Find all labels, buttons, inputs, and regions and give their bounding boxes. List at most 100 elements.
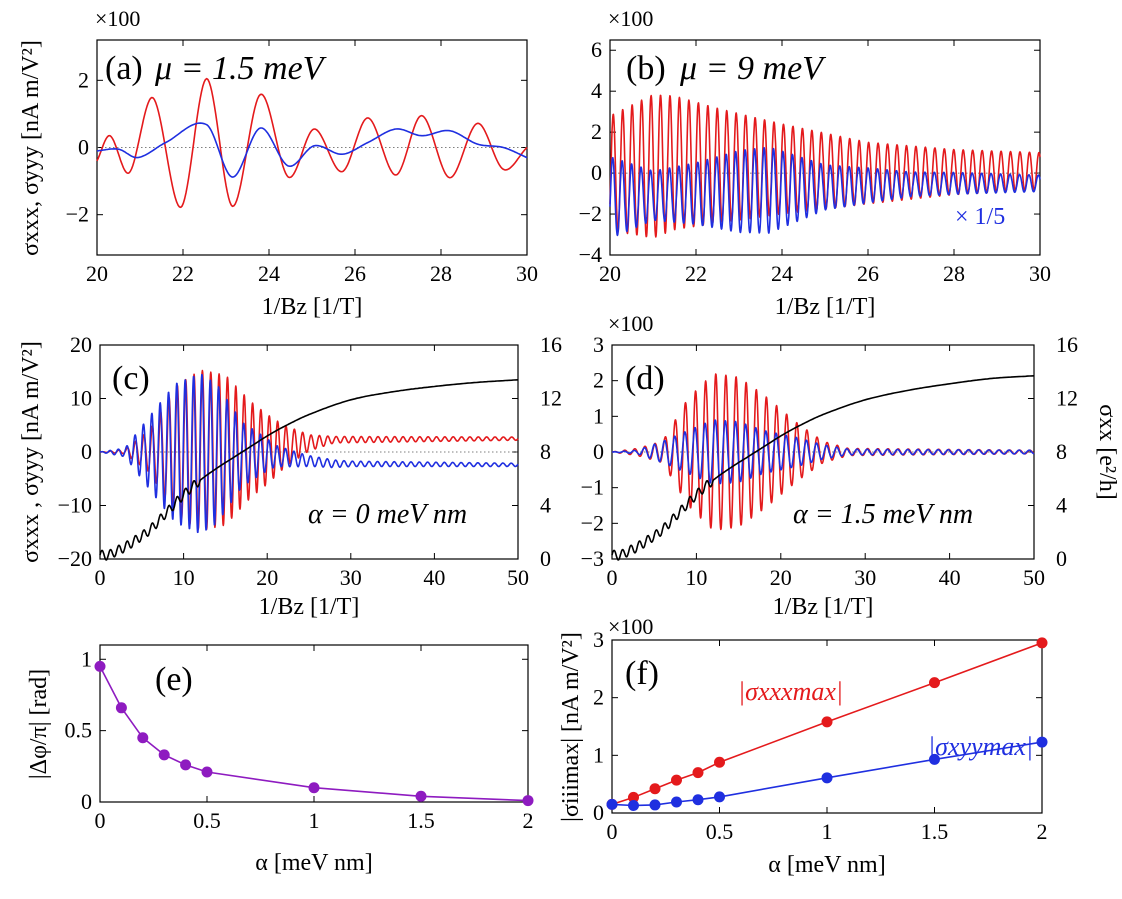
panel-e-xtick-label: 0.5 [193, 808, 221, 833]
panel-f-ytick-label: 1 [593, 742, 604, 767]
panel-f-series [606, 637, 1048, 812]
panel-c-xtick-label: 0 [95, 565, 106, 590]
panel-b-xtick-label: 28 [943, 261, 965, 286]
panel-f-data-point [671, 796, 682, 808]
panel-d-xtick-label: 10 [685, 565, 707, 590]
panel-c-xtick-label: 40 [423, 565, 445, 590]
panel-f-xtick-label: 1 [822, 819, 833, 844]
panel-b-xtick-label: 30 [1029, 261, 1051, 286]
panel-a-ytick-label: 2 [78, 67, 89, 92]
panel-c-xtick-label: 50 [507, 565, 529, 590]
panel-e-axes: 0 0.5 1 1.5 2 0 0.5 1 [65, 645, 534, 833]
panel-c-ytick-label: −10 [58, 493, 92, 518]
panel-f: 0 0.5 1 1.5 2 0 1 2 3 ×100 (f) |σxxxmax| |σxyyma… [558, 614, 1048, 878]
panel-d-annotation: α = 1.5 meV nm [793, 499, 973, 530]
panel-b-ytick-label: 0 [591, 160, 602, 185]
panel-a-xtick-label: 20 [86, 261, 108, 286]
panel-d-y2tick-label: 4 [1056, 493, 1067, 518]
panel-e-data-point [415, 790, 427, 802]
panel-c-annotation: α = 0 meV nm [308, 499, 467, 530]
panel-b-ytick-label: 4 [591, 78, 602, 103]
panel-b-frame [609, 39, 1041, 256]
panel-f-data-point [649, 799, 661, 811]
panel-c-xtick-label: 20 [256, 565, 278, 590]
panel-f-xlabel: α [meV nm] [768, 852, 885, 878]
panel-d-xtick-label: 40 [939, 565, 961, 590]
panel-d-ytick-label: 1 [593, 403, 604, 428]
panel-f-data-point [606, 798, 618, 810]
panel-a-xlabel: 1/Bz [1/T] [262, 294, 363, 320]
panel-f-xtick-label: 1.5 [921, 819, 949, 844]
panel-f-data-point [929, 753, 940, 765]
panel-d-ytick-label: 0 [593, 439, 604, 464]
panel-c-y2tick-label: 16 [540, 332, 562, 357]
panel-a-xtick-label: 26 [344, 261, 366, 286]
panel-d-y2tick-label: 0 [1056, 546, 1067, 571]
panel-b-ytick-label: 2 [591, 119, 602, 144]
panel-b-multiplier: ×100 [608, 6, 653, 31]
panel-a-xtick-label: 22 [172, 261, 194, 286]
panel-d-ytick-label: −1 [581, 475, 604, 500]
panel-e-data-point [522, 795, 534, 807]
panel-a-xtick-label: 30 [516, 261, 538, 286]
panel-f-label: (f) [625, 655, 659, 692]
panel-f-legend-xxx: |σxxxmax| [738, 677, 843, 706]
panel-f-xtick-label: 0 [607, 819, 618, 844]
panel-f-data-point [714, 791, 725, 803]
panel-d-ytick-label: −2 [581, 510, 604, 535]
panel-f-data-point [671, 774, 682, 786]
panel-a-ytick-label: 0 [78, 135, 89, 160]
panel-d-ytick-label: 2 [593, 368, 604, 393]
panel-f-data-point [929, 677, 940, 689]
panel-d-label: (d) [625, 360, 665, 397]
panel-b-xlabel: 1/Bz [1/T] [775, 294, 876, 320]
panel-d-ytick-label: −3 [581, 546, 604, 571]
panel-d-y2tick-label: 8 [1056, 439, 1067, 464]
panel-c-y2tick-label: 12 [540, 386, 562, 411]
panel-a-label: (a) [105, 50, 143, 87]
panel-b-ytick-label: 6 [591, 37, 602, 62]
panel-d-xtick-label: 50 [1023, 565, 1045, 590]
panel-a-ytick-label: −2 [66, 202, 89, 227]
panel-a-xtick-label: 28 [430, 261, 452, 286]
panel-e-ylabel: |Δφ/π| [rad] [26, 669, 52, 779]
panel-c-label: (c) [112, 360, 150, 397]
panel-d-multiplier: ×100 [608, 311, 653, 336]
panel-e-xtick-label: 1 [309, 808, 320, 833]
panel-f-data-point [649, 783, 661, 795]
panel-a-subtitle: μ = 1.5 meV [154, 50, 328, 87]
panel-b-subtitle: μ = 9 meV [679, 50, 827, 87]
panel-f-xtick-label: 0.5 [706, 819, 734, 844]
panel-d-y2label: σxx [e²/h] [1094, 404, 1120, 499]
panel-c-series-line-1 [99, 373, 519, 534]
panel-f-data-point [714, 756, 725, 768]
panel-e-data-point [137, 732, 149, 744]
panel-d-y2tick-label: 16 [1056, 332, 1078, 357]
panel-b-xtick-label: 24 [771, 261, 793, 286]
panel-d-xlabel: 1/Bz [1/T] [773, 594, 874, 620]
panel-a-series [96, 77, 528, 209]
panel-c-y2tick-label: 0 [540, 546, 551, 571]
panel-d-series-line-1 [611, 419, 1035, 485]
panel-c-ytick-label: 0 [81, 439, 92, 464]
panel-e-ytick-label: 0.5 [65, 718, 93, 743]
panel-c-ytick-label: −20 [58, 546, 92, 571]
panel-c-series-line-2 [99, 379, 519, 561]
panel-d-series-line-2 [611, 375, 1035, 561]
panel-c-series [99, 369, 519, 561]
panel-f-legend-xyy: |σxyymax| [928, 732, 1033, 761]
panel-f-data-point [821, 772, 833, 784]
panel-f-ylabel: |σiiimax| [nA m/V²] [558, 632, 584, 822]
panel-e-xlabel: α [meV nm] [255, 850, 372, 876]
panel-c-ytick-label: 20 [70, 332, 92, 357]
panel-f-ytick-label: 2 [593, 685, 604, 710]
panel-f-multiplier: ×100 [608, 614, 653, 639]
panel-f-xtick-label: 2 [1037, 819, 1048, 844]
panel-e: 0 0.5 1 1.5 2 0 0.5 1 (e) α [meV nm] |Δφ/π| [ra… [26, 644, 534, 876]
panel-e-data-point [115, 702, 127, 714]
panel-a-xtick-label: 24 [258, 261, 280, 286]
